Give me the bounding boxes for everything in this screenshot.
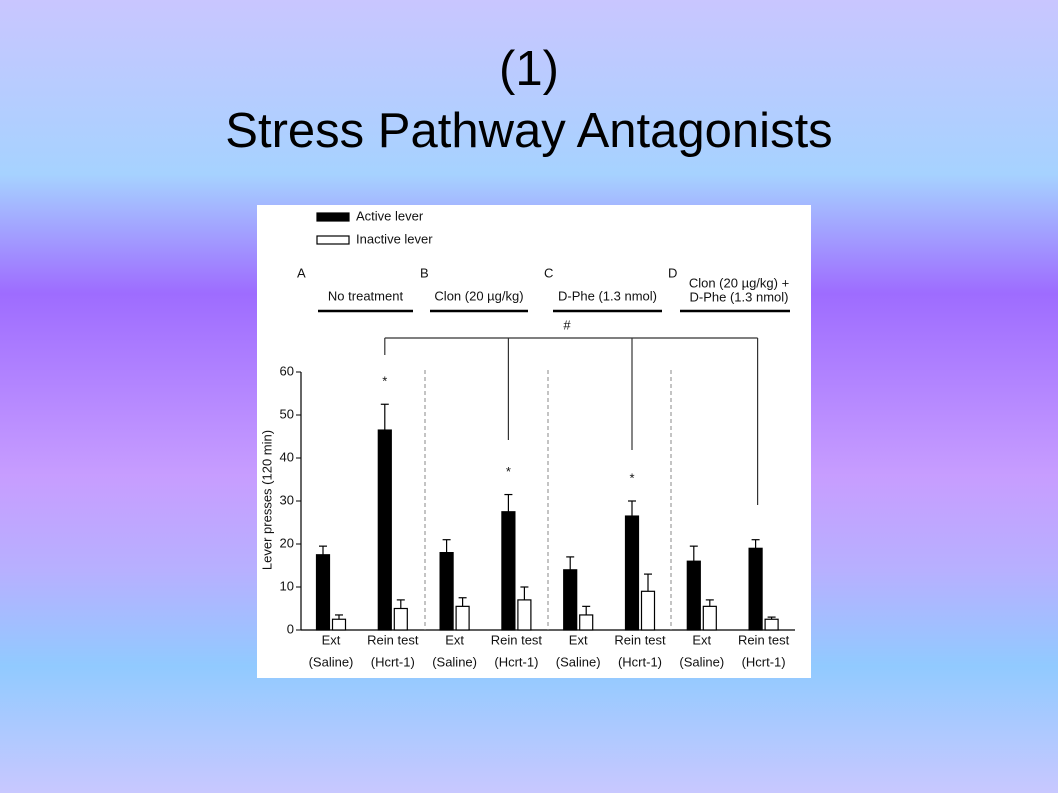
x-tick-label: Ext [692, 632, 711, 647]
x-tick-label: Rein test [491, 632, 543, 647]
bar [501, 511, 516, 631]
x-tick-label: (Saline) [309, 654, 354, 669]
legend-swatch [316, 212, 350, 222]
x-tick-label: (Saline) [556, 654, 601, 669]
panel-letter: B [420, 265, 429, 280]
x-tick-label: Rein test [614, 632, 666, 647]
legend-swatch [316, 235, 350, 245]
chart-background [257, 205, 811, 678]
x-tick-label: Ext [569, 632, 588, 647]
slide-title: Stress Pathway Antagonists [225, 104, 833, 158]
significance-star: * [506, 464, 511, 479]
bar [455, 605, 470, 631]
bar [764, 618, 779, 631]
bar [331, 618, 347, 631]
y-tick-label: 60 [280, 363, 294, 378]
bar [315, 554, 331, 631]
bar [517, 599, 532, 631]
bar [748, 547, 763, 631]
x-tick-label: (Saline) [679, 654, 724, 669]
x-tick-label: (Hcrt-1) [494, 654, 538, 669]
panel-letter: A [297, 265, 306, 280]
bar [702, 605, 717, 631]
bar [563, 569, 578, 631]
y-tick-label: 30 [280, 492, 294, 507]
y-axis-label: Lever presses (120 min) [259, 430, 274, 570]
legend-label: Inactive lever [356, 231, 433, 246]
significance-star: * [382, 374, 387, 389]
x-tick-label: Ext [445, 632, 464, 647]
slide-number: (1) [499, 42, 559, 96]
bar [579, 614, 594, 631]
panel-letter: D [668, 265, 677, 280]
x-tick-label: (Hcrt-1) [742, 654, 786, 669]
y-tick-label: 10 [280, 578, 294, 593]
y-tick-label: 20 [280, 535, 294, 550]
panel-label: D-Phe (1.3 nmol) [558, 288, 657, 303]
x-tick-label: (Saline) [432, 654, 477, 669]
panel-label: Clon (20 µg/kg) [434, 288, 523, 303]
y-tick-label: 50 [280, 406, 294, 421]
x-tick-label: Ext [322, 632, 341, 647]
panel-letter: C [544, 265, 553, 280]
panel-label: D-Phe (1.3 nmol) [690, 289, 789, 304]
legend-label: Active lever [356, 208, 424, 223]
x-tick-label: (Hcrt-1) [371, 654, 415, 669]
x-tick-label: Rein test [738, 632, 790, 647]
bar [377, 429, 392, 631]
x-tick-label: (Hcrt-1) [618, 654, 662, 669]
x-tick-label: Rein test [367, 632, 419, 647]
panel-label: No treatment [328, 288, 404, 303]
bar [624, 515, 640, 631]
bar [439, 551, 454, 631]
bar [393, 607, 408, 631]
significance-hash: # [563, 317, 571, 332]
bar [640, 590, 656, 631]
y-tick-label: 0 [287, 621, 294, 636]
significance-star: * [629, 470, 634, 485]
panel-label: Clon (20 µg/kg) + [689, 275, 789, 290]
y-tick-label: 40 [280, 449, 294, 464]
bar [686, 560, 701, 631]
